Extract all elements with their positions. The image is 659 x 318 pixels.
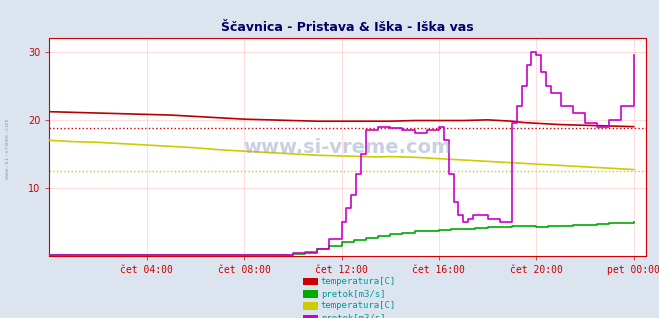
- Text: pretok[m3/s]: pretok[m3/s]: [321, 290, 386, 299]
- Text: www.si-vreme.com: www.si-vreme.com: [5, 120, 11, 179]
- Text: temperatura[C]: temperatura[C]: [321, 301, 396, 310]
- Text: temperatura[C]: temperatura[C]: [321, 277, 396, 286]
- Text: pretok[m3/s]: pretok[m3/s]: [321, 314, 386, 318]
- Text: www.si-vreme.com: www.si-vreme.com: [243, 138, 452, 156]
- Title: Ščavnica - Pristava & Iška - Iška vas: Ščavnica - Pristava & Iška - Iška vas: [221, 21, 474, 34]
